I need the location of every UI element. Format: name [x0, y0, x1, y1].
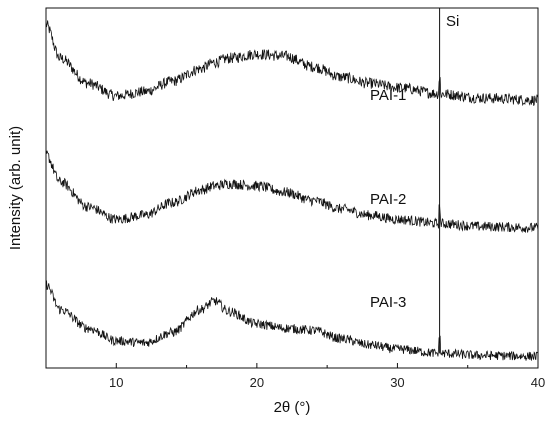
series-label-pai-1: PAI-1: [370, 87, 406, 104]
series-line-pai-1: [45, 20, 539, 107]
si-annotation: Si: [446, 13, 459, 30]
x-tick-label-40: 40: [531, 375, 545, 390]
series-line-pai-3: [45, 279, 539, 361]
series-line-pai-2: [45, 149, 539, 234]
x-axis-ticks: 10 20 30 40: [45, 363, 545, 390]
x-tick-label-20: 20: [250, 375, 264, 390]
x-tick-label-10: 10: [109, 375, 123, 390]
series-label-pai-2: PAI-2: [370, 191, 406, 208]
x-tick-label-30: 30: [390, 375, 404, 390]
plot-frame: [45, 7, 539, 369]
plot-lines: [45, 20, 539, 361]
x-axis-title: 2θ (°): [274, 399, 311, 416]
series-label-pai-3: PAI-3: [370, 294, 406, 311]
y-axis-title: Intensity (arb. unit): [7, 126, 24, 250]
